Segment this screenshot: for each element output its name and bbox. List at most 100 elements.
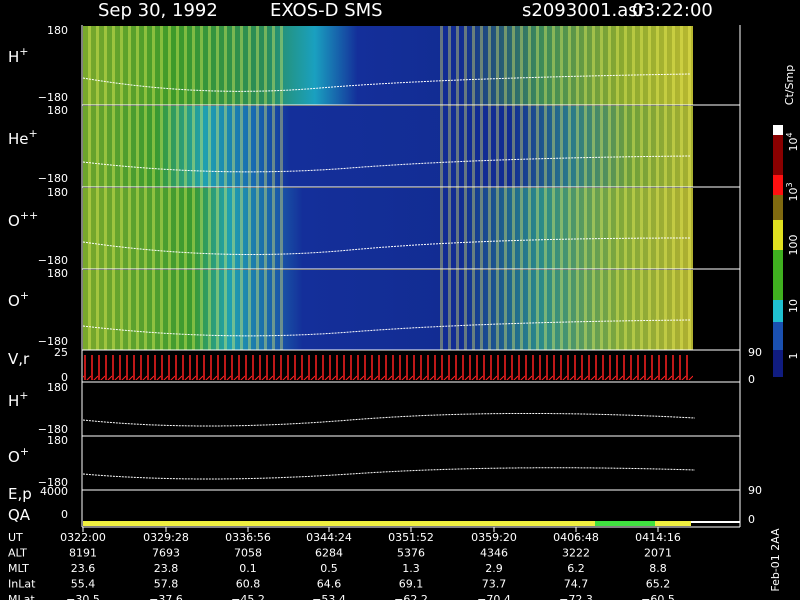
color-cell: [773, 322, 783, 350]
cell: 2.9: [485, 562, 503, 575]
cell: 0406:48: [553, 531, 599, 544]
panel-label: He+: [8, 127, 38, 148]
y-tick-label: 180: [47, 381, 68, 394]
cell: 0322:00: [60, 531, 106, 544]
y-tick-label: −180: [38, 476, 68, 489]
curve: [82, 73, 691, 92]
cell: −37.6: [149, 593, 183, 600]
stripes: [440, 26, 693, 350]
panel-label: H+: [8, 389, 29, 410]
cell: −60.5: [641, 593, 675, 600]
cell: 0.1: [239, 562, 257, 575]
charge: +: [19, 45, 28, 58]
y-tick-label: 180: [47, 186, 68, 199]
cell: 23.8: [154, 562, 179, 575]
y-tick-label: 4000: [40, 485, 68, 498]
label-text: QA: [8, 506, 31, 524]
cell: 0336:56: [225, 531, 271, 544]
label-text: H: [8, 392, 19, 410]
file: s2093001.asr: [522, 0, 646, 21]
cell: 6284: [315, 547, 343, 560]
cell: 60.8: [236, 578, 261, 591]
exponent: 3: [785, 182, 794, 187]
row-label: InLat: [8, 578, 36, 591]
cell: 0344:24: [306, 531, 352, 544]
color-cell: [773, 195, 783, 220]
curve: [82, 155, 691, 173]
panel-labels: H+180−180He+180−180O++180−180O+180−180V,…: [8, 24, 800, 526]
color-cell: [773, 135, 783, 175]
charge: +: [29, 127, 38, 140]
row-label: MLT: [8, 562, 29, 575]
version: Feb-01 2AA: [769, 528, 782, 592]
y2-tick-label: 90: [748, 484, 762, 497]
colorbar-label: 104: [785, 132, 800, 151]
cell: 73.7: [482, 578, 507, 591]
cell: 7693: [152, 547, 180, 560]
row-label: ALT: [8, 547, 27, 560]
colorbar-label: 103: [785, 182, 800, 201]
y-tick-label: −180: [38, 91, 68, 104]
date: Sep 30, 1992: [98, 0, 218, 21]
cell: 5376: [397, 547, 425, 560]
instrument: EXOS-D SMS: [270, 0, 383, 21]
y-tick-label: −180: [38, 172, 68, 185]
row-label: MLat: [8, 593, 35, 600]
cell: −70.4: [477, 593, 511, 600]
stripes: [83, 26, 283, 350]
curve: [82, 237, 691, 255]
cell: 64.6: [317, 578, 342, 591]
colorbar-label: 10: [787, 299, 800, 313]
colorbar-label: 1: [787, 353, 800, 360]
curve: [82, 319, 691, 337]
panel-label: O+: [8, 445, 29, 466]
charge: +: [20, 289, 29, 302]
base: 10: [787, 188, 800, 202]
panel-label: QA: [8, 506, 31, 524]
qa-bar: [595, 521, 655, 526]
cell: 0351:52: [388, 531, 434, 544]
colorbar-label: 100: [787, 235, 800, 256]
y-tick-label: 0: [61, 371, 68, 384]
row-label: UT: [8, 531, 23, 544]
cell: 3222: [562, 547, 590, 560]
cell: 23.6: [71, 562, 96, 575]
y2-tick-label: 90: [748, 346, 762, 359]
velocity-trace: [83, 355, 693, 380]
charge: +: [20, 445, 29, 458]
cell: 0359:20: [471, 531, 517, 544]
y-tick-label: 25: [54, 346, 68, 359]
title-bar: Sep 30, 1992 EXOS-D SMS s2093001.asr 03:…: [98, 0, 713, 21]
cell: 69.1: [399, 578, 424, 591]
color-cell: [773, 175, 783, 195]
label-text: H: [8, 48, 19, 66]
colorbar: Ct/Smp: [773, 65, 796, 377]
curve: [82, 467, 696, 480]
y-tick-label: −180: [38, 254, 68, 267]
cell: 74.7: [564, 578, 589, 591]
cell: 6.2: [567, 562, 585, 575]
cell: −53.4: [312, 593, 346, 600]
panel-label: H+: [8, 45, 29, 66]
label-text: O: [8, 292, 20, 310]
color-cell: [773, 300, 783, 322]
charge: +: [19, 389, 28, 402]
label-text: O: [8, 448, 20, 466]
cell: 55.4: [71, 578, 96, 591]
qa-bar: [83, 521, 595, 526]
panel-label: E,p: [8, 485, 32, 503]
panel-label: O++: [8, 209, 38, 230]
panel-label: O+: [8, 289, 29, 310]
exponent: 4: [785, 132, 794, 137]
cell: 8.8: [649, 562, 667, 575]
frame: [81, 25, 741, 528]
qa-bar: [655, 521, 691, 526]
y-tick-label: −180: [38, 335, 68, 348]
cell: 1.3: [402, 562, 420, 575]
label-text: O: [8, 212, 20, 230]
label-text: E,p: [8, 485, 32, 503]
cell: 4346: [480, 547, 508, 560]
cell: 8191: [69, 547, 97, 560]
cell: 2071: [644, 547, 672, 560]
